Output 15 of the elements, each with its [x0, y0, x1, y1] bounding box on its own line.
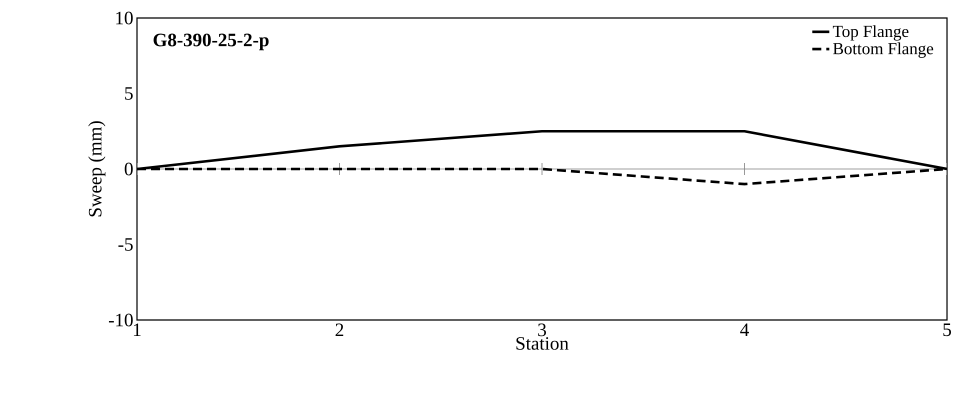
legend-label: Top Flange	[832, 25, 908, 41]
x-tick-label: 4	[740, 324, 749, 336]
annotation: G8-390-25-2-p	[154, 34, 269, 50]
x-axis-title: Station	[516, 337, 569, 350]
x-tick-label: 1	[134, 324, 141, 336]
legend-label: Bottom Flange	[833, 42, 934, 58]
x-tick-label: 5	[943, 324, 951, 336]
x-tick-label: 3	[538, 324, 546, 336]
y-axis-title: Sweep (mm)	[88, 121, 106, 216]
y-tick-label: -5	[118, 238, 133, 251]
y-tick-label: 5	[125, 87, 133, 100]
y-tick-label: -10	[108, 314, 133, 326]
y-tick-label: 10	[116, 12, 133, 24]
y-tick-label: 0	[124, 162, 133, 176]
x-tick-label: 2	[336, 324, 344, 336]
